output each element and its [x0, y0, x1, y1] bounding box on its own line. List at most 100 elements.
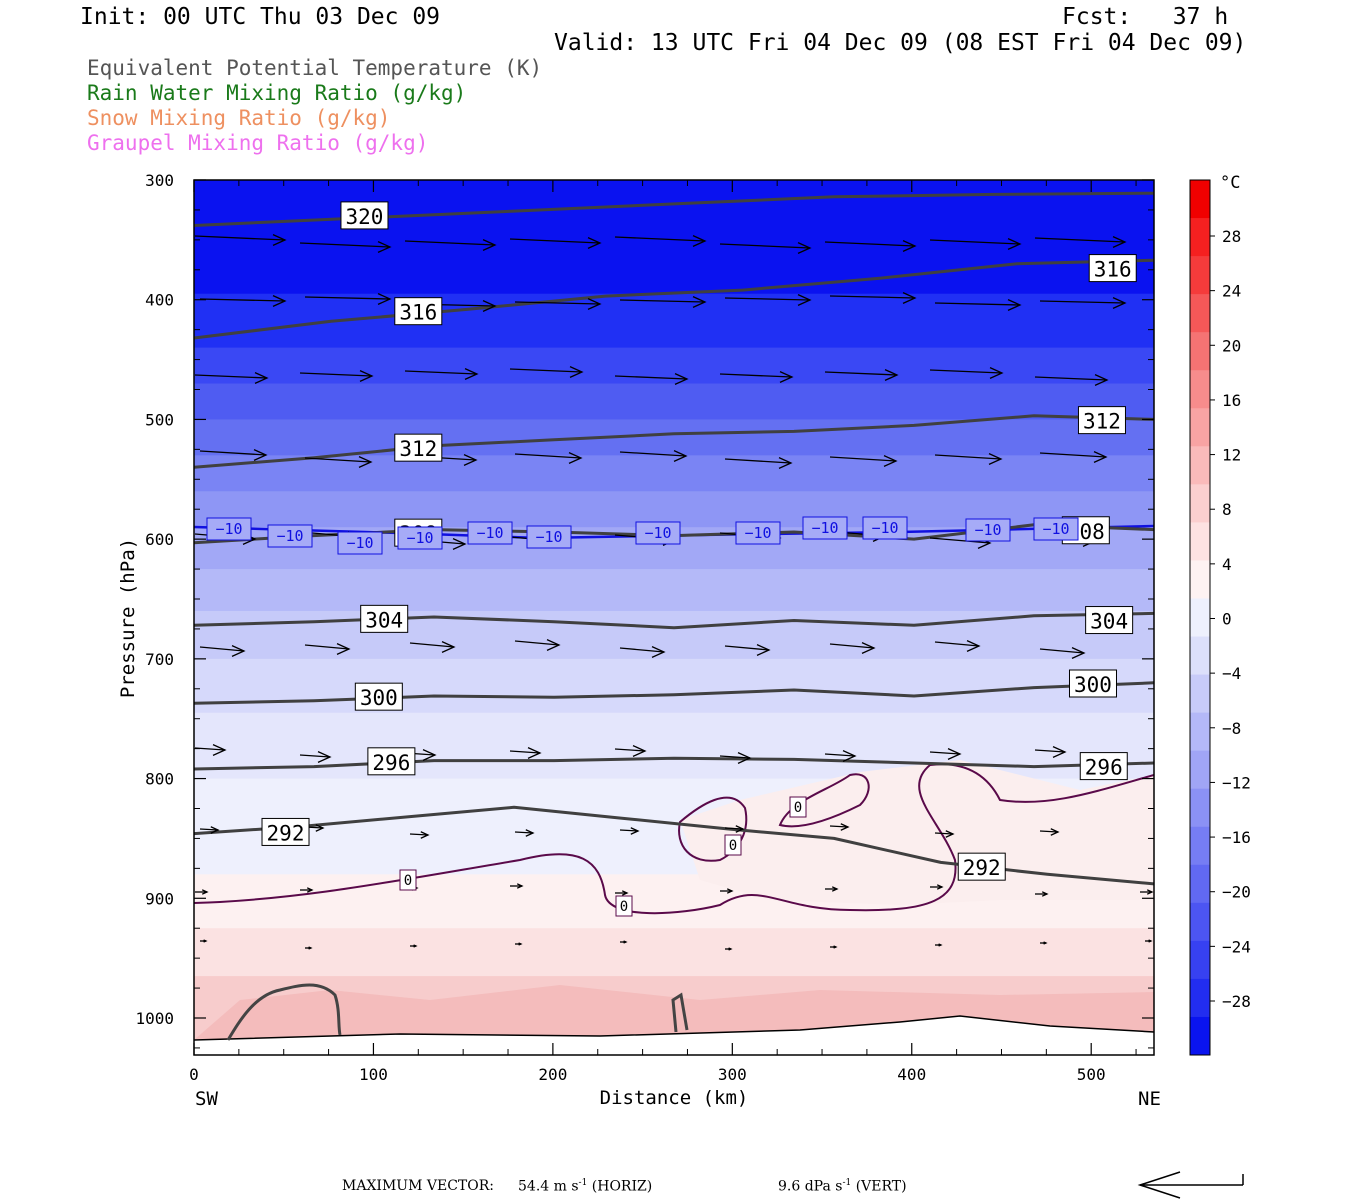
wind-vector: [514, 453, 582, 459]
temp-label-box: [724, 834, 742, 856]
shade-band: [194, 658, 1154, 714]
wind-vector: [299, 372, 373, 377]
wind-vector-head: [464, 368, 479, 380]
wind-vector-head: [1112, 236, 1127, 248]
temp-contour-label: −10: [276, 527, 303, 545]
wind-vector-head: [308, 946, 313, 950]
wind-vector-head: [1094, 374, 1109, 386]
legend-rain: Rain Water Mixing Ratio (g/kg): [87, 81, 467, 105]
wind-vector-head: [377, 293, 392, 305]
colorbar-swatch: [1190, 826, 1210, 866]
shade-band: [194, 928, 1154, 978]
wind-vector-head: [336, 643, 351, 655]
wind-vector-head: [988, 453, 1003, 465]
colorbar-swatch: [1190, 560, 1210, 599]
wind-vector-head: [692, 235, 707, 247]
plot-frame: [193, 179, 1155, 1056]
wind-vector: [829, 825, 849, 828]
temp-contour-label: −10: [974, 521, 1001, 539]
temp-label-box: [337, 531, 383, 555]
temp-label-box: [267, 524, 313, 548]
wind-vector: [199, 828, 219, 831]
wind-vector: [199, 298, 286, 302]
x-end-right-label: NE: [1138, 1088, 1161, 1110]
wind-vector-head: [673, 450, 688, 462]
wind-vector-head: [938, 943, 943, 947]
zero-degree-contour: [778, 773, 870, 828]
wind-vector: [194, 235, 286, 241]
wind-vector-head: [201, 889, 209, 895]
temp-label-box: [526, 525, 572, 549]
legend-theta-e: Equivalent Potential Temperature (K): [87, 56, 543, 80]
wind-vector-head: [674, 373, 689, 385]
theta-e-contour-300: [194, 681, 1154, 705]
wind-vector-head: [482, 239, 497, 251]
wind-vector: [199, 450, 267, 456]
wind-vector: [614, 236, 706, 242]
wind-vector: [824, 753, 856, 757]
zero-degree-contour: [678, 796, 748, 862]
wind-vector-head: [778, 457, 793, 469]
x-tick-label: 0: [189, 1065, 199, 1084]
temp-contour-label: 0: [620, 899, 628, 915]
max-vector-label: MAXIMUM VECTOR:: [342, 1178, 494, 1194]
wind-vector: [199, 646, 245, 652]
x-tick-label: 400: [897, 1065, 926, 1084]
colorbar-swatch: [1190, 294, 1210, 333]
wind-vector-head: [902, 292, 917, 304]
wind-vector: [1039, 300, 1126, 304]
wind-vector-head: [737, 752, 752, 764]
x-tick-label: 300: [718, 1065, 747, 1084]
colorbar-swatch: [1190, 978, 1210, 1018]
wind-vector-head: [516, 883, 524, 889]
wind-vector-head: [253, 449, 268, 461]
temp-contour-label: −10: [346, 534, 373, 552]
wind-vector-head: [1093, 451, 1108, 463]
wind-vector: [1034, 237, 1126, 243]
colorbar-tick-label: 0: [1222, 610, 1232, 629]
wind-vector-head: [1043, 941, 1048, 945]
colorbar-swatch: [1190, 636, 1210, 676]
wind-vector-head: [621, 890, 629, 896]
contour-label-box: [1077, 406, 1126, 435]
wind-vector: [404, 240, 496, 246]
wind-vector-head: [883, 455, 898, 467]
wind-vector-head: [452, 538, 467, 550]
temp-label-box: [467, 521, 513, 545]
wind-vector-head: [840, 823, 850, 831]
theta-e-contour: [226, 983, 342, 1041]
wind-vector-head: [623, 940, 628, 944]
colorbar-swatch: [1190, 940, 1210, 980]
colorbar-swatch: [1190, 446, 1210, 485]
wind-vector-head: [692, 296, 707, 308]
contour-label-300: 300: [1074, 673, 1112, 697]
contour-label-316: 316: [1094, 258, 1132, 282]
y-tick-label: 500: [145, 410, 174, 429]
wind-vector: [1034, 376, 1108, 381]
wind-vector: [619, 299, 706, 303]
colorbar-swatch: [1190, 408, 1210, 447]
colorbar-tick-label: 4: [1222, 555, 1232, 574]
wind-vector: [409, 642, 455, 648]
contour-label-292: 292: [267, 821, 305, 845]
temp-label-box: [1033, 517, 1079, 541]
colorbar-swatch: [1190, 674, 1210, 714]
wind-vector-head: [413, 944, 418, 948]
temp-label-box: [965, 518, 1011, 542]
wind-vector-head: [377, 241, 392, 253]
wind-vector: [929, 537, 991, 544]
wind-vector-head: [1071, 647, 1086, 659]
y-tick-label: 900: [145, 889, 174, 908]
shade-band: [194, 712, 1154, 780]
y-tick-label: 700: [145, 650, 174, 669]
wind-vector: [304, 457, 372, 463]
wind-vector: [934, 832, 954, 835]
wind-vector-head: [1052, 746, 1067, 758]
contour-label-box: [1088, 254, 1137, 283]
colorbar-tick-label: 20: [1222, 336, 1241, 355]
legend-graupel: Graupel Mixing Ratio (g/kg): [87, 131, 429, 155]
wind-vector-head: [632, 745, 647, 757]
wind-vector-head: [441, 641, 456, 653]
wind-vector-head: [947, 748, 962, 760]
